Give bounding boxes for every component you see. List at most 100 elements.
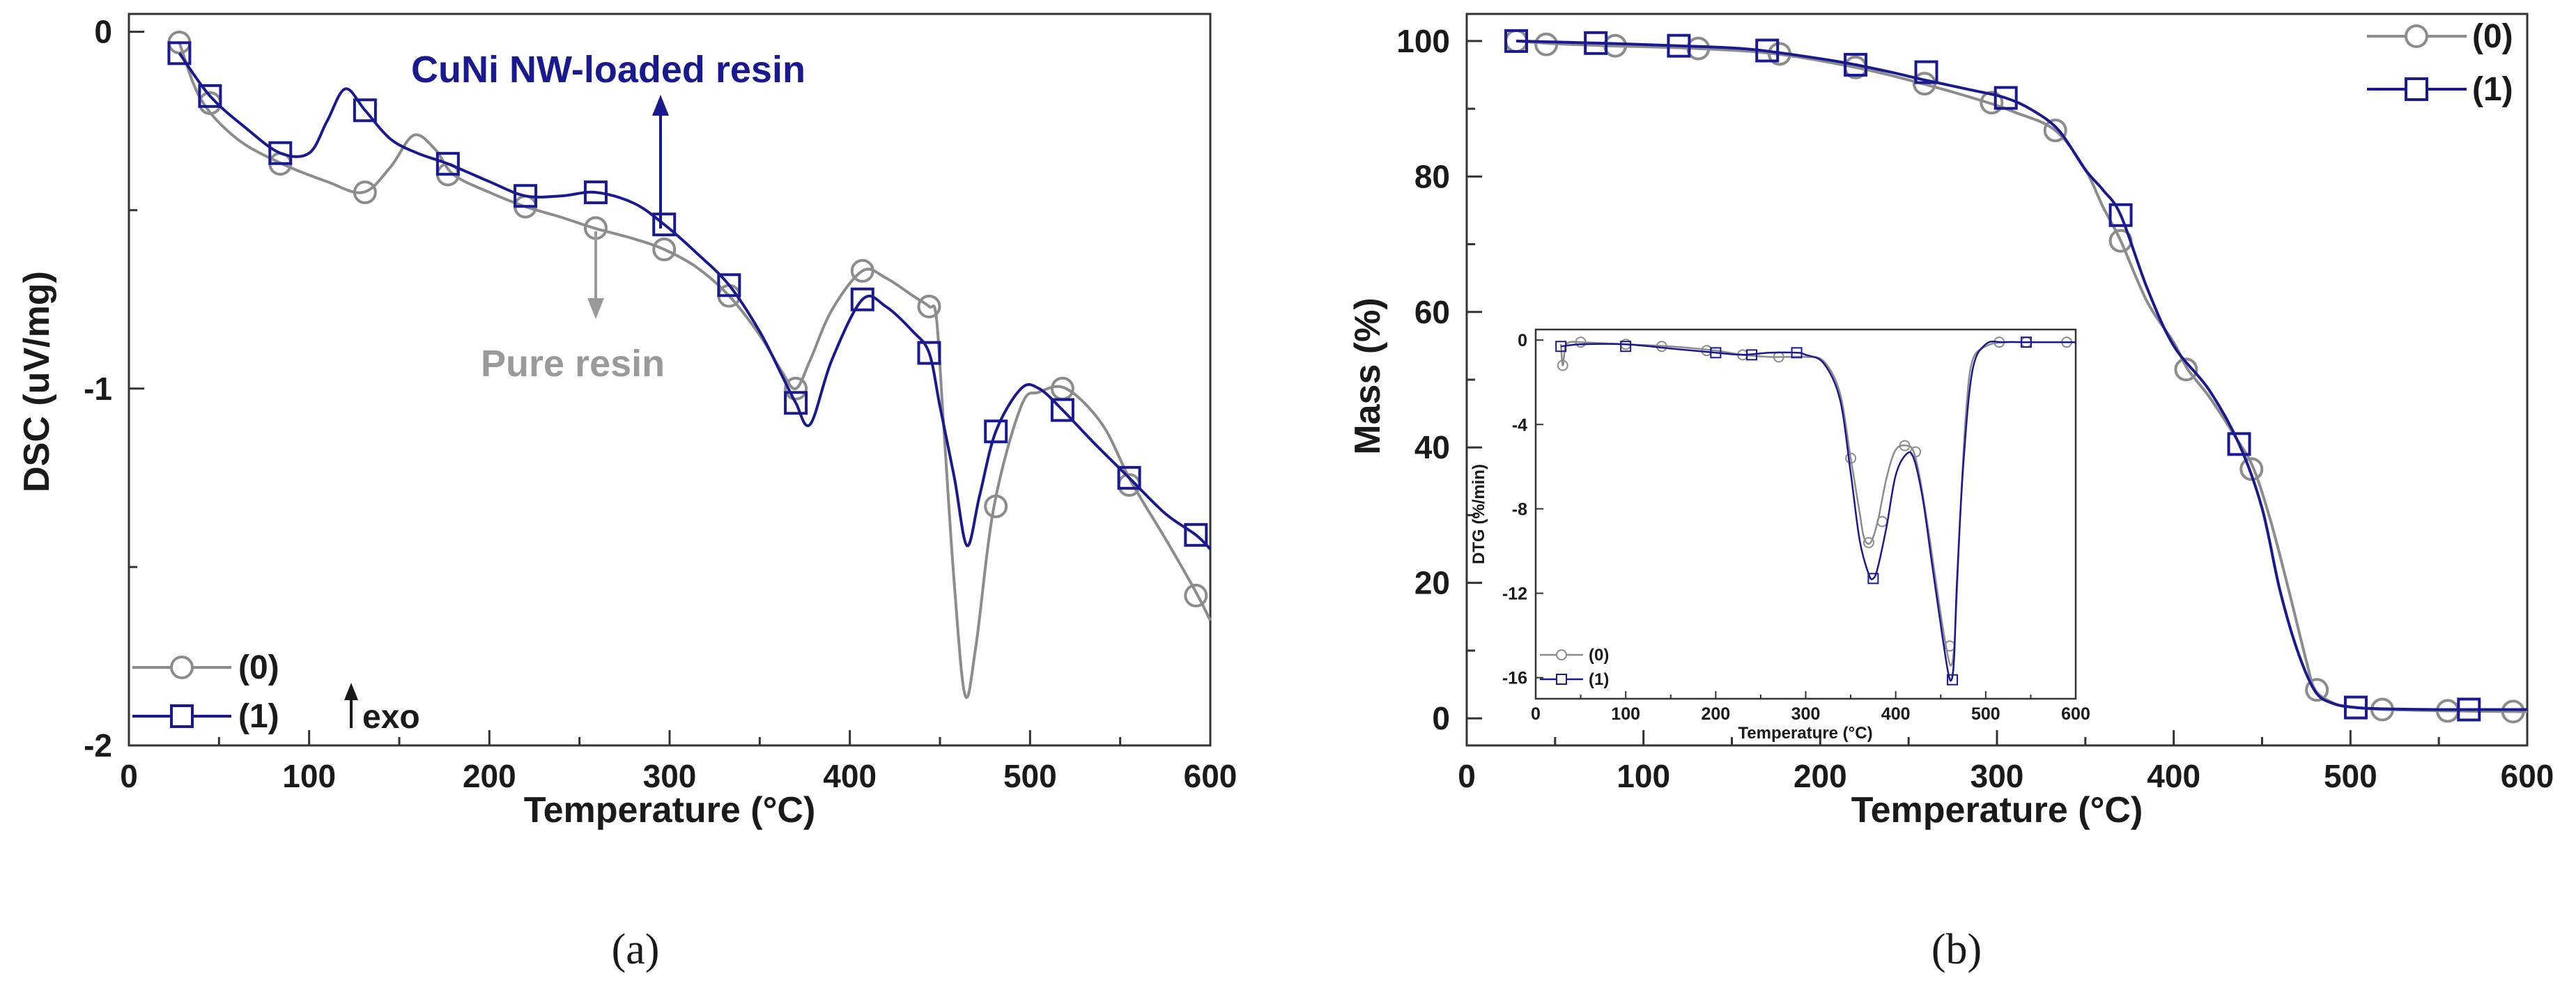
x-tick-label: 200 [1794, 758, 1847, 794]
panel-b-ticks: 0 100 200 300 400 500 600 0 20 40 60 80 100 [1396, 23, 2554, 794]
data-point-circle [353, 180, 377, 205]
data-point-square [1184, 523, 1208, 547]
data-point-square [2020, 336, 2032, 348]
exo-arrow-head [344, 683, 358, 700]
x-tick-label: 400 [2147, 758, 2200, 794]
data-point-square [583, 180, 608, 205]
data-point-square [1755, 38, 1780, 63]
y-tick-label: 0 [1518, 331, 1527, 350]
data-point-circle [1534, 32, 1559, 56]
y-tick-label: 80 [1414, 158, 1450, 194]
inset-legend-label-0: (0) [1589, 646, 1609, 665]
inset-legend-square-marker [1556, 674, 1567, 685]
data-point-circle [1980, 91, 2004, 115]
x-tick-label: 0 [1531, 704, 1541, 724]
data-point-square [1844, 52, 1868, 77]
data-point-circle [2239, 457, 2264, 481]
inset-frame [1534, 328, 2077, 700]
panel-b-inset-dtg-chart: 0 100 200 300 400 500 600 0 -4 -8 -12 -16 (0) (1) T… [1470, 328, 2090, 743]
data-point-circle [1686, 36, 1711, 61]
x-tick-label: 400 [823, 758, 877, 794]
x-tick-label: 200 [1701, 704, 1730, 724]
panel-b-series [1504, 29, 2528, 724]
panel-a-legend: (0) (1) [132, 649, 279, 735]
data-point-square [2108, 203, 2133, 227]
data-point-circle [1862, 536, 1874, 548]
x-tick-label: 500 [2324, 758, 2377, 794]
x-tick-label: 300 [643, 758, 697, 794]
data-point-square [2457, 697, 2481, 722]
data-point-square [784, 391, 808, 415]
data-point-square [514, 184, 538, 208]
data-point-circle [1899, 440, 1911, 451]
data-point-square [1584, 31, 1608, 55]
y-tick-label: -4 [1512, 415, 1527, 435]
data-point-circle [1845, 452, 1857, 464]
data-point-square [2343, 695, 2368, 720]
x-tick-label: 400 [1881, 704, 1911, 724]
data-point-square [198, 84, 222, 108]
data-point-circle [652, 238, 677, 262]
panel-a-dsc-chart: 0 100 200 300 400 500 600 0 -1 -2 CuNi NW-loaded … [17, 13, 1237, 973]
data-point-circle [1575, 336, 1587, 348]
data-point-square [1867, 573, 1879, 585]
panel-a-annotations: CuNi NW-loaded resin Pure resin exo [344, 49, 805, 736]
y-tick-label: -8 [1512, 500, 1527, 519]
data-point-square [1555, 341, 1567, 353]
data-point-square [1746, 349, 1757, 361]
inset-ticks: 0 100 200 300 400 500 600 0 -4 -8 -12 -16 [1502, 331, 2090, 724]
data-point-square [850, 287, 874, 311]
data-point-circle [784, 376, 808, 401]
y-tick-label: 20 [1414, 565, 1450, 601]
y-tick-label: -2 [84, 727, 112, 764]
panel-a-frame [128, 13, 1212, 747]
x-tick-label: 600 [1184, 758, 1237, 794]
data-point-square [435, 152, 460, 176]
data-point-square [1667, 33, 1691, 58]
inset-x-axis-title: Temperature (°C) [1738, 724, 1872, 743]
x-tick-label: 500 [1003, 758, 1057, 794]
legend-label-0: (0) [238, 649, 279, 686]
y-tick-label: -1 [84, 371, 112, 407]
inset-legend-circle-marker [1556, 649, 1567, 660]
panel-a-series [167, 30, 1212, 699]
inset-series [1555, 336, 2076, 686]
data-point-square [1993, 86, 2018, 110]
data-point-square [717, 273, 741, 297]
legend-circle-marker [170, 656, 194, 679]
legend-label-1: (1) [238, 698, 279, 735]
x-tick-label: 300 [1791, 704, 1821, 724]
data-point-square [167, 41, 192, 65]
series-line-1 [1561, 340, 2076, 682]
data-point-square [353, 98, 377, 123]
x-tick-label: 200 [463, 758, 516, 794]
panel-a-label: (a) [612, 926, 660, 973]
legend-b-square-marker [2405, 77, 2428, 101]
annotation-up-arrow-head [652, 95, 669, 116]
panel-b-label: (b) [1931, 926, 1982, 973]
data-point-square [268, 141, 293, 165]
inset-legend-label-1: (1) [1589, 670, 1609, 689]
data-point-square [984, 419, 1008, 444]
y-tick-label: -16 [1502, 669, 1527, 688]
panel-a-ticks: 0 100 200 300 400 500 600 0 -1 -2 [84, 14, 1237, 794]
annotation-cuni-loaded-resin: CuNi NW-loaded resin [411, 49, 805, 91]
data-point-circle [984, 494, 1008, 518]
x-tick-label: 100 [1611, 704, 1640, 724]
annotation-pure-resin: Pure resin [481, 343, 665, 385]
series-line-1 [1515, 39, 2527, 711]
x-tick-label: 500 [1971, 704, 2000, 724]
x-tick-label: 300 [1970, 758, 2024, 794]
data-point-circle [850, 258, 874, 283]
data-point-circle [1184, 583, 1208, 607]
x-tick-label: 0 [120, 758, 138, 794]
legend-b-label-1: (1) [2472, 71, 2513, 108]
data-point-square [1710, 347, 1722, 359]
x-tick-label: 0 [1458, 758, 1476, 794]
inset-y-axis-title: DTG (%/min) [1470, 464, 1488, 564]
y-tick-label: 0 [1432, 700, 1450, 736]
legend-b-circle-marker [2405, 24, 2428, 48]
x-tick-label: 600 [2061, 704, 2090, 724]
data-point-square [2227, 432, 2251, 456]
